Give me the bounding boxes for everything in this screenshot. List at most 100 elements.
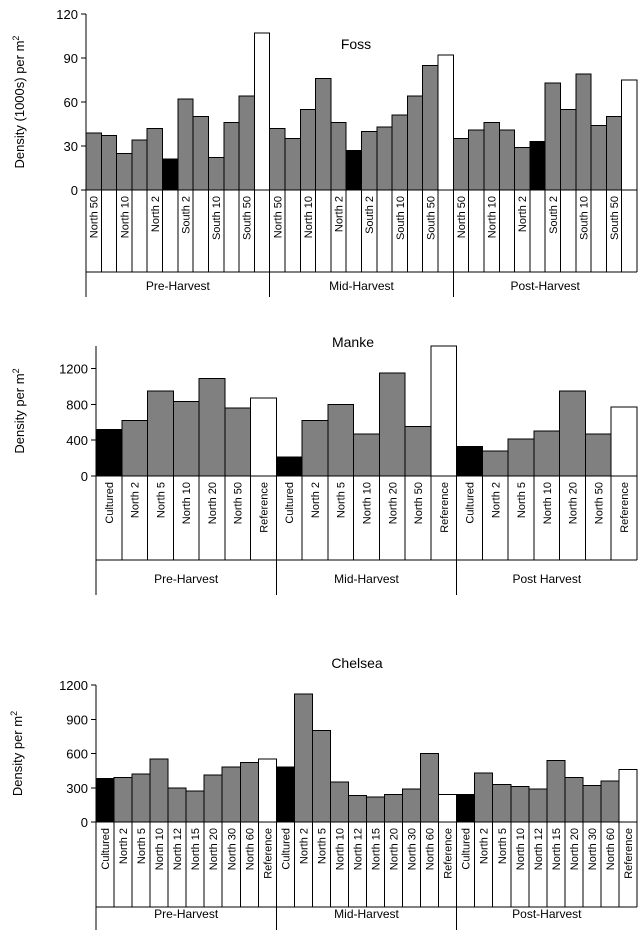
group-label: Post-Harvest <box>512 907 582 921</box>
y-tick-label: 800 <box>66 397 88 412</box>
bar-mid-harvest-8 <box>402 788 422 823</box>
bar-mid-harvest-6 <box>345 149 363 191</box>
category-label: North 10 <box>362 482 374 524</box>
bar-post-harvest-9 <box>575 73 592 191</box>
bar-pre-harvest-2 <box>121 419 149 477</box>
category-label: North 10 <box>119 196 131 238</box>
y-axis-label: Density per m2 <box>9 711 25 796</box>
bar-pre-harvest-6 <box>185 790 205 823</box>
chart-title: Chelsea <box>331 655 383 671</box>
y-tick-label: 600 <box>66 747 88 762</box>
category-label: North 2 <box>298 828 310 864</box>
bar-mid-harvest-9 <box>391 114 408 191</box>
category-label: North 50 <box>272 196 284 238</box>
category-label: North 50 <box>233 482 245 524</box>
category-label: Reference <box>262 828 274 879</box>
bar-pre-harvest-5 <box>167 787 187 823</box>
bar-mid-harvest-11 <box>422 64 439 191</box>
y-tick-label: 0 <box>71 183 78 198</box>
y-axis-label: Density per m2 <box>11 368 27 453</box>
bar-pre-harvest-4 <box>172 401 200 477</box>
category-label: North 10 <box>303 196 315 238</box>
group-label: Pre-Harvest <box>146 279 211 293</box>
bar-pre-harvest-2 <box>113 776 133 823</box>
category-label: North 5 <box>136 828 148 864</box>
category-label: North 50 <box>413 482 425 524</box>
category-label: North 5 <box>516 482 528 518</box>
y-axis-label-superscript: 2 <box>9 711 19 716</box>
bar-post-harvest-4 <box>498 129 516 191</box>
category-label: South 50 <box>242 196 254 240</box>
bar-post-harvest-5 <box>514 146 531 191</box>
chart-manke: 0 400 800 1200 Density per m2 Manke Cultured No… <box>11 334 638 595</box>
bar-post-harvest-4 <box>533 430 561 477</box>
bar-pre-harvest-4 <box>149 758 169 823</box>
group-label: Pre-Harvest <box>154 572 219 586</box>
bar-pre-harvest-9 <box>239 762 259 823</box>
category-label: North 20 <box>389 828 401 870</box>
bar-post-harvest-1 <box>456 445 483 477</box>
category-label: North 50 <box>593 482 605 524</box>
category-label: South 50 <box>425 196 437 240</box>
bar-mid-harvest-5 <box>347 795 368 823</box>
category-label: North 60 <box>605 828 617 870</box>
category-label: North 2 <box>130 482 142 518</box>
category-label: North 15 <box>371 828 383 870</box>
bar-pre-harvest-7 <box>177 98 194 191</box>
y-tick-label: 900 <box>66 712 88 727</box>
bar-pre-harvest-3 <box>147 390 174 477</box>
bar-mid-harvest-5 <box>330 122 347 191</box>
group-label: Pre-Harvest <box>154 907 219 921</box>
category-label: North 50 <box>89 196 101 238</box>
bar-mid-harvest-1 <box>275 456 303 477</box>
bar-mid-harvest-8 <box>376 126 393 191</box>
bar-post-harvest-2 <box>474 772 494 823</box>
category-label: North 30 <box>226 828 238 870</box>
category-label: South 10 <box>395 196 407 240</box>
bar-mid-harvest-5 <box>378 372 406 477</box>
group-label: Mid-Harvest <box>334 907 399 921</box>
bar-post-harvest-7 <box>564 776 584 823</box>
category-label: Cultured <box>100 828 112 870</box>
bar-pre-harvest-8 <box>192 116 209 191</box>
bar-post-harvest-12 <box>621 79 638 191</box>
bar-post-harvest-6 <box>529 141 546 191</box>
category-label: North 12 <box>533 828 545 870</box>
bar-post-harvest-6 <box>546 759 566 823</box>
y-axis-label-text: Density (1000s) per m <box>12 41 27 169</box>
category-label: Cultured <box>461 828 473 870</box>
chart-title: Foss <box>341 36 371 52</box>
bar-mid-harvest-10 <box>438 794 458 823</box>
bar-pre-harvest-10 <box>223 122 240 191</box>
category-label: South 10 <box>211 196 223 240</box>
bar-mid-harvest-4 <box>315 78 332 191</box>
bar-pre-harvest-3 <box>116 152 133 191</box>
chart-title: Manke <box>332 334 374 350</box>
bar-post-harvest-8 <box>559 108 577 191</box>
category-label: North 10 <box>515 828 527 870</box>
bar-post-harvest-1 <box>456 794 476 823</box>
bar-mid-harvest-12 <box>437 54 454 191</box>
category-label: North 30 <box>587 828 599 870</box>
bar-pre-harvest-7 <box>203 774 223 823</box>
bar-pre-harvest-1 <box>85 132 102 191</box>
category-label: North 15 <box>551 828 563 870</box>
category-label: North 20 <box>207 482 219 524</box>
group-label: Mid-Harvest <box>329 279 394 293</box>
y-axis-label-text: Density per m <box>12 373 27 453</box>
group-label: Post Harvest <box>512 572 581 586</box>
bar-pre-harvest-8 <box>221 766 241 823</box>
bar-post-harvest-3 <box>492 783 512 823</box>
category-label: South 2 <box>180 196 192 234</box>
bar-post-harvest-10 <box>590 124 607 191</box>
y-tick-label: 30 <box>64 139 78 154</box>
category-label: South 2 <box>364 196 376 234</box>
bar-post-harvest-9 <box>600 780 620 823</box>
bar-pre-harvest-4 <box>131 139 148 191</box>
category-label: Reference <box>439 482 451 533</box>
bar-pre-harvest-6 <box>224 407 252 477</box>
chart-chelsea: 0 300 600 900 1200 Density per m2 Chelsea Cultu… <box>9 655 638 930</box>
bar-pre-harvest-2 <box>100 135 118 191</box>
bar-pre-harvest-10 <box>257 758 277 823</box>
